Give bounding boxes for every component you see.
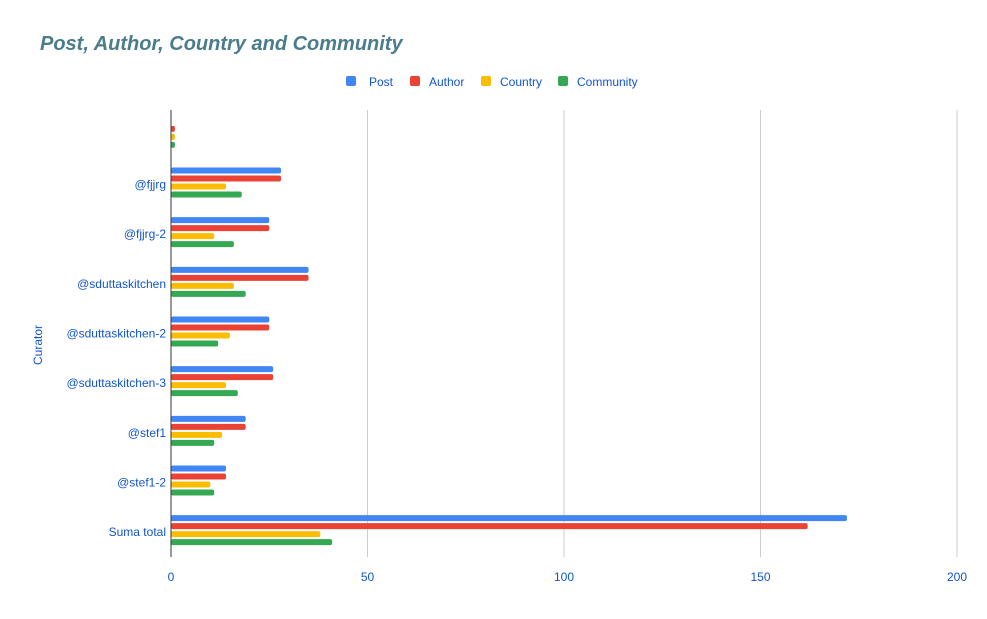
bar-country <box>171 431 223 438</box>
bar-country <box>171 133 175 140</box>
x-tick-labels: 0 50 100 150 200 <box>168 570 968 584</box>
bar-author <box>171 374 274 381</box>
category-labels: @fjjrg @fjjrg-2 @sduttaskitchen @sduttaskit… <box>66 178 166 540</box>
bar-post <box>171 465 227 472</box>
chart-title: Post, Author, Country and Community <box>40 33 403 55</box>
x-tick-label: 100 <box>554 570 574 584</box>
x-tick-label: 0 <box>168 570 175 584</box>
category-label: @sduttaskitchen <box>77 277 166 291</box>
x-tick-label: 50 <box>361 570 375 584</box>
bar-country <box>171 233 215 240</box>
bars <box>171 125 847 546</box>
category-label: @stef1 <box>128 426 167 440</box>
category-label: Suma total <box>109 525 166 539</box>
bar-author <box>171 324 270 331</box>
bar-author <box>171 175 282 182</box>
legend-swatch-community <box>558 76 568 86</box>
bar-author <box>171 125 175 132</box>
bar-post <box>171 217 270 224</box>
bar-community <box>171 390 238 397</box>
bar-country <box>171 332 230 339</box>
bar-author <box>171 523 808 530</box>
legend-swatch-post <box>346 76 356 86</box>
category-label: @fjjrg-2 <box>124 227 167 241</box>
bar-community <box>171 241 234 248</box>
bar-community <box>171 191 242 198</box>
legend-label-country: Country <box>500 75 542 89</box>
bar-community <box>171 290 246 297</box>
bar-country <box>171 183 227 190</box>
x-tick-label: 200 <box>947 570 967 584</box>
legend-label-community: Community <box>577 75 638 89</box>
bar-community <box>171 141 175 148</box>
category-label: @sduttaskitchen-2 <box>66 327 166 341</box>
bar-post <box>171 167 282 174</box>
x-tick-label: 150 <box>750 570 770 584</box>
bar-post <box>171 515 847 522</box>
bar-author <box>171 274 309 281</box>
y-axis-title: Curator <box>31 325 45 365</box>
legend-swatch-country <box>481 76 491 86</box>
bar-post <box>171 316 270 323</box>
bar-author <box>171 225 270 232</box>
category-label: @fjjrg <box>134 178 166 192</box>
bar-post <box>171 266 309 273</box>
bar-community <box>171 539 333 546</box>
bar-post <box>171 366 274 373</box>
bar-community <box>171 340 219 347</box>
legend-label-author: Author <box>429 75 464 89</box>
gridlines <box>367 110 958 557</box>
bar-country <box>171 481 211 488</box>
bar-author <box>171 473 227 480</box>
legend: Post Author Country Community <box>346 75 638 89</box>
legend-label-post: Post <box>369 75 394 89</box>
bar-country <box>171 531 321 538</box>
bar-author <box>171 423 246 430</box>
bar-community <box>171 489 215 496</box>
category-label: @stef1-2 <box>117 476 166 490</box>
category-label: @sduttaskitchen-3 <box>66 376 166 390</box>
bar-country <box>171 282 234 289</box>
bar-country <box>171 382 227 389</box>
bar-post <box>171 415 246 422</box>
bar-community <box>171 439 215 446</box>
legend-swatch-author <box>410 76 420 86</box>
